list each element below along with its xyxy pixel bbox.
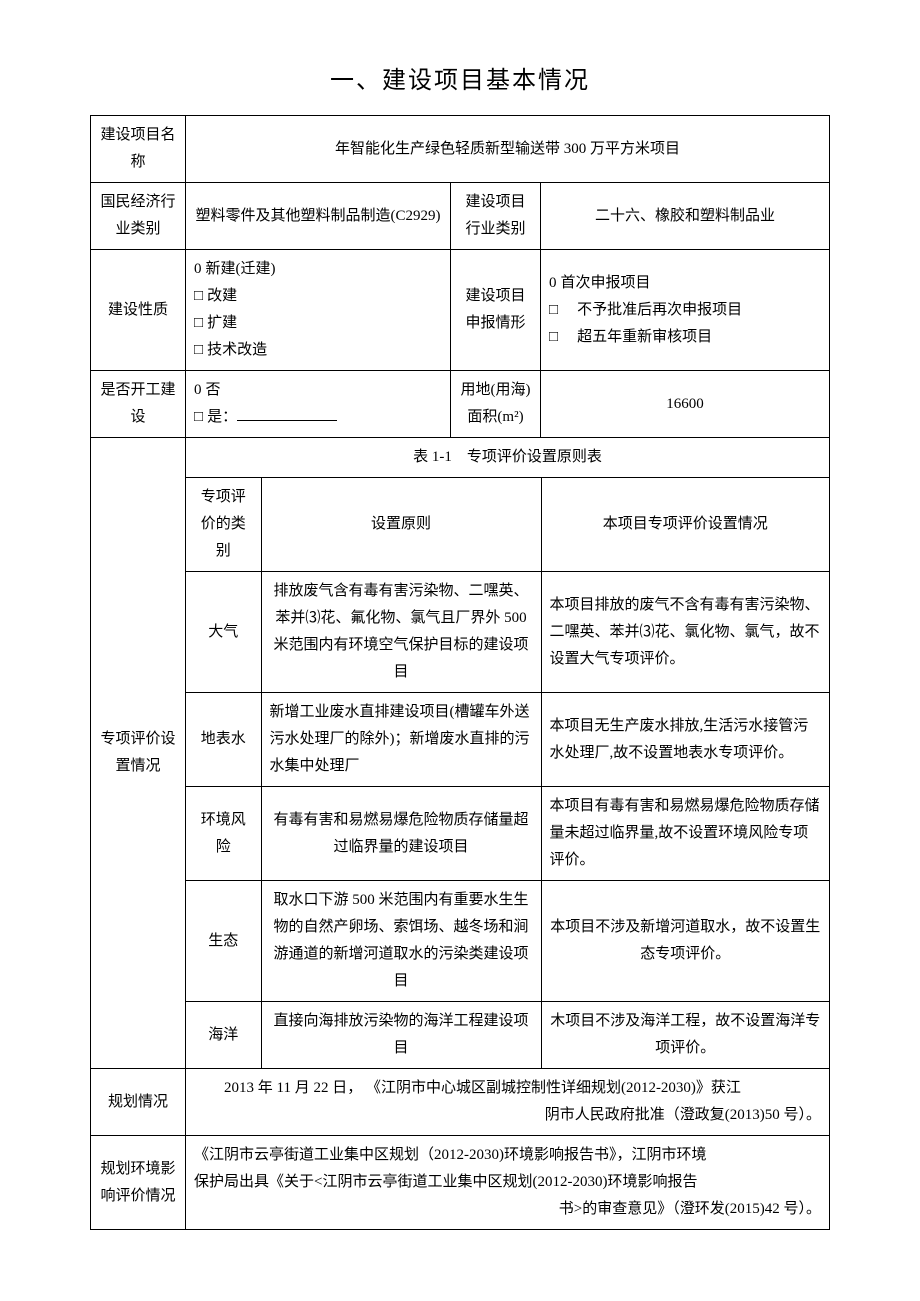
row-project-name: 建设项目名称 年智能化生产绿色轻质新型输送带 300 万平方米项目 [91,116,830,183]
special-eval-row-3: 生态 取水口下游 500 米范围内有重要水生生物的自然产卵场、索饵场、越冬场和涧… [186,881,829,1002]
opt-nature-2: 扩建 [207,315,237,331]
principle-1: 新增工业废水直排建设项目(槽罐车外送污水处理厂的除外)；新增废水直排的污水集中处… [261,693,541,787]
cat-0: 大气 [186,572,261,693]
opt-nature-0: 新建(迁建) [206,261,276,277]
label-declare: 建设项目申报情形 [451,250,541,371]
row-planning: 规划情况 2013 年 11 月 22 日， 《江阴市中心城区副城控制性详细规划… [91,1069,830,1136]
row-special-eval: 专项评价设置情况 表 1-1 专项评价设置原则表 专项评价的类别 设置原则 本项… [91,438,830,1069]
checkbox-nature-1[interactable]: □ [194,283,203,310]
value-project-name: 年智能化生产绿色轻质新型输送带 300 万平方米项目 [186,116,830,183]
table-title-right: 专项评价设置原则表 [467,449,602,465]
opt-nature-3: 技术改造 [207,342,267,358]
checkbox-nature-2[interactable]: □ [194,310,203,337]
value-land: 16600 [541,371,830,438]
special-eval-table: 表 1-1 专项评价设置原则表 专项评价的类别 设置原则 本项目专项评价设置情况… [186,438,829,1068]
value-nature: 0新建(迁建) □改建 □扩建 □技术改造 [186,250,451,371]
label-special-eval: 专项评价设置情况 [91,438,186,1069]
label-project-name: 建设项目名称 [91,116,186,183]
label-land: 用地(用海)面积(m²) [451,371,541,438]
planning-text-b: 阴市人民政府批准（澄政复(2013)50 号）。 [194,1102,821,1129]
label-eia: 规划环境影响评价情况 [91,1136,186,1230]
row-nature: 建设性质 0新建(迁建) □改建 □扩建 □技术改造 建设项目申报情形 0首次申… [91,250,830,371]
special-eval-row-1: 地表水 新增工业废水直排建设项目(槽罐车外送污水处理厂的除外)；新增废水直排的污… [186,693,829,787]
hdr-status: 本项目专项评价设置情况 [541,478,829,572]
row-eia: 规划环境影响评价情况 《江阴市云亭街道工业集中区规划（2012-2030)环境影… [91,1136,830,1230]
opt-declare-1: 不予批准后再次申报项目 [577,302,742,318]
status-3: 本项目不涉及新增河道取水，故不设置生态专项评价。 [541,881,829,1002]
status-0: 本项目排放的废气不含有毒有害污染物、二嘿英、苯并⑶花、氯化物、氯气，故不设置大气… [541,572,829,693]
checkbox-started-yes[interactable]: □ [194,404,203,431]
opt-declare-0: 首次申报项目 [561,275,651,291]
status-4: 木项目不涉及海洋工程，故不设置海洋专项评价。 [541,1002,829,1069]
label-econ-sector: 国民经济行业类别 [91,183,186,250]
special-eval-table-title: 表 1-1 专项评价设置原则表 [186,438,829,478]
hdr-cat: 专项评价的类别 [186,478,261,572]
value-econ-sector: 塑料零件及其他塑料制品制造(C2929) [186,183,451,250]
status-1: 本项目无生产废水排放,生活污水接管污水处理厂,故不设置地表水专项评价。 [541,693,829,787]
principle-2: 有毒有害和易燃易爆危险物质存储量超过临界量的建设项目 [261,787,541,881]
cat-3: 生态 [186,881,261,1002]
checkbox-declare-2[interactable]: □ [549,324,558,351]
checkbox-nature-0[interactable]: 0 [194,256,202,283]
label-planning: 规划情况 [91,1069,186,1136]
cat-2: 环境风险 [186,787,261,881]
value-planning: 2013 年 11 月 22 日， 《江阴市中心城区副城控制性详细规划(2012… [186,1069,830,1136]
principle-3: 取水口下游 500 米范围内有重要水生生物的自然产卵场、索饵场、越冬场和涧游通道… [261,881,541,1002]
checkbox-started-no[interactable]: 0 [194,377,202,404]
special-eval-row-2: 环境风险 有毒有害和易燃易爆危险物质存储量超过临界量的建设项目 本项目有毒有害和… [186,787,829,881]
eia-text-b: 保护局出具《关于<江阴市云亭街道工业集中区规划(2012-2030)环境影响报告 [194,1169,821,1196]
principle-0: 排放废气含有毒有害污染物、二嘿英、苯并⑶花、氟化物、氯气且厂界外 500 米范围… [261,572,541,693]
cat-1: 地表水 [186,693,261,787]
opt-started-no: 否 [206,382,221,398]
opt-started-yes: 是： [207,409,237,425]
label-started: 是否开工建设 [91,371,186,438]
value-declare: 0首次申报项目 □ 不予批准后再次申报项目 □ 超五年重新审核项目 [541,250,830,371]
status-2: 本项目有毒有害和易燃易爆危险物质存储量未超过临界量,故不设置环境风险专项评价。 [541,787,829,881]
checkbox-declare-0[interactable]: 0 [549,270,557,297]
opt-declare-2: 超五年重新审核项目 [577,329,712,345]
table-title-left: 表 1-1 [413,449,452,465]
checkbox-nature-3[interactable]: □ [194,337,203,364]
eia-text-a: 《江阴市云亭街道工业集中区规划（2012-2030)环境影响报告书》，江阴市环境 [194,1142,821,1169]
page-title: 一、建设项目基本情况 [90,60,830,95]
special-eval-row-4: 海洋 直接向海排放污染物的海洋工程建设项目 木项目不涉及海洋工程，故不设置海洋专… [186,1002,829,1069]
value-started: 0否 □是： [186,371,451,438]
started-blank[interactable] [237,405,337,421]
row-sector: 国民经济行业类别 塑料零件及其他塑料制品制造(C2929) 建设项目行业类别 二… [91,183,830,250]
checkbox-declare-1[interactable]: □ [549,297,558,324]
hdr-principle: 设置原则 [261,478,541,572]
planning-text-a: 2013 年 11 月 22 日， 《江阴市中心城区副城控制性详细规划(2012… [194,1075,821,1102]
principle-4: 直接向海排放污染物的海洋工程建设项目 [261,1002,541,1069]
cat-4: 海洋 [186,1002,261,1069]
special-eval-row-0: 大气 排放废气含有毒有害污染物、二嘿英、苯并⑶花、氟化物、氯气且厂界外 500 … [186,572,829,693]
special-eval-header: 专项评价的类别 设置原则 本项目专项评价设置情况 [186,478,829,572]
eia-text-c: 书>的审查意见》（澄环发(2015)42 号）。 [194,1196,821,1223]
project-info-table: 建设项目名称 年智能化生产绿色轻质新型输送带 300 万平方米项目 国民经济行业… [90,115,830,1230]
label-industry-cat: 建设项目行业类别 [451,183,541,250]
value-eia: 《江阴市云亭街道工业集中区规划（2012-2030)环境影响报告书》，江阴市环境… [186,1136,830,1230]
value-industry-cat: 二十六、橡胶和塑料制品业 [541,183,830,250]
opt-nature-1: 改建 [207,288,237,304]
label-nature: 建设性质 [91,250,186,371]
row-started: 是否开工建设 0否 □是： 用地(用海)面积(m²) 16600 [91,371,830,438]
